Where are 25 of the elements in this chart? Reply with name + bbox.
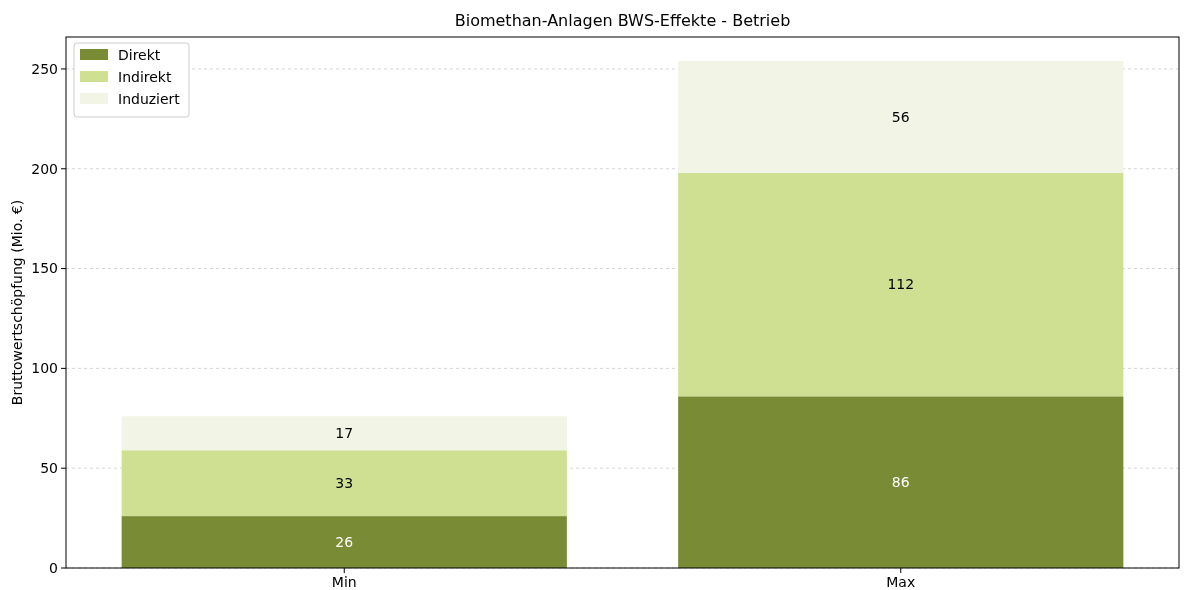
legend-label: Direkt [118,46,161,63]
data-label: 86 [891,474,910,491]
y-axis-title: Bruttowertschöpfung (Mio. €) [9,199,25,406]
legend-label: Indirekt [118,68,172,85]
bar [678,172,1124,397]
data-label: 26 [335,533,354,550]
x-tick-label: Min [331,574,357,590]
data-label: 33 [335,475,354,492]
bar [678,396,1124,568]
chart-title: Biomethan-Anlagen BWS-Effekte - Betrieb [454,11,791,30]
bar [678,60,1124,173]
data-label: 17 [335,425,354,442]
y-tick-label: 250 [31,60,58,77]
data-label: 56 [891,108,910,125]
y-tick-label: 100 [31,360,58,377]
y-tick-label: 0 [49,559,58,576]
bar [121,450,567,517]
y-tick-label: 50 [40,460,58,477]
y-tick-label: 150 [31,260,58,277]
bar [121,416,567,451]
x-tick-label: Max [886,574,916,590]
data-label: 112 [887,276,915,293]
legend-label: Induziert [118,90,181,107]
y-tick-label: 200 [31,160,58,177]
bar [121,516,567,568]
